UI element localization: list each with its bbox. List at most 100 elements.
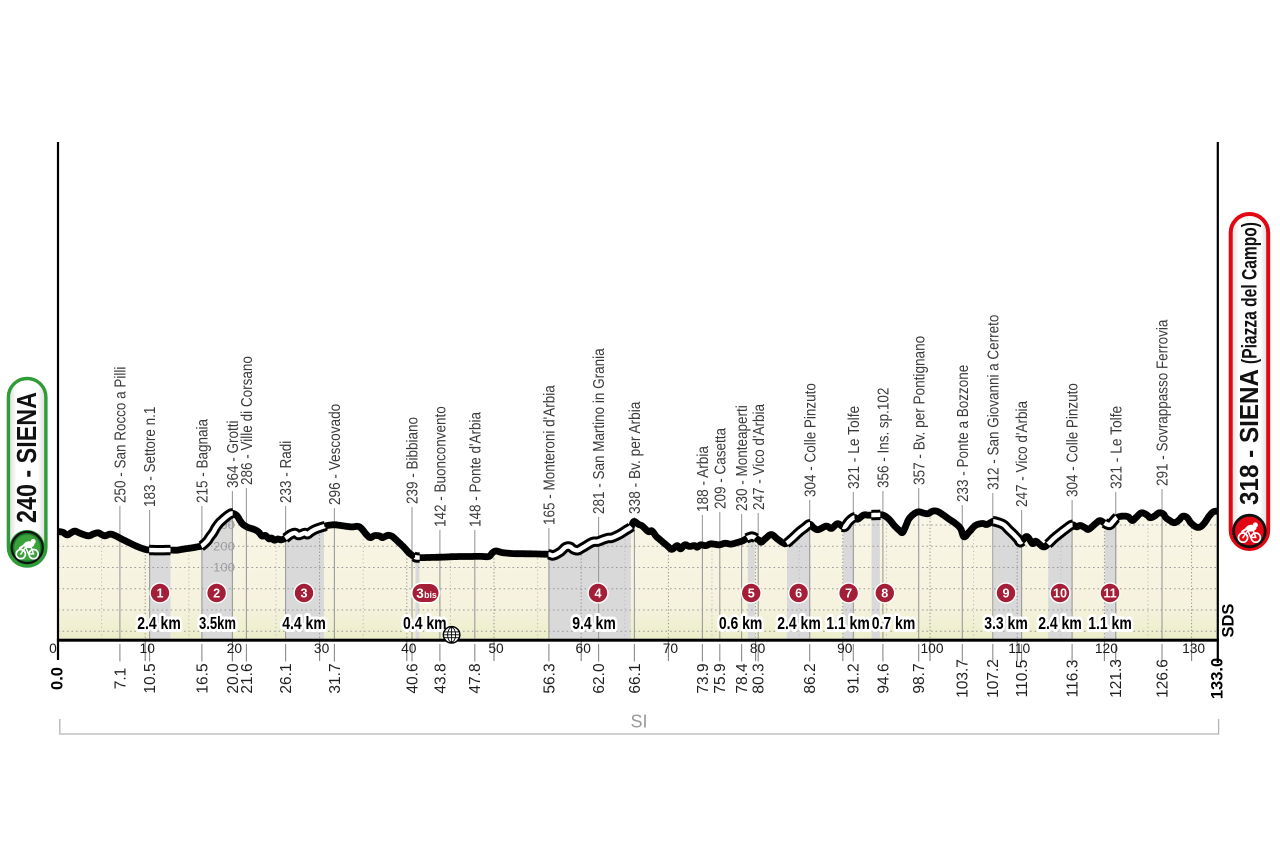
svg-text:247 - Vico d'Arbia: 247 - Vico d'Arbia <box>751 404 768 510</box>
svg-text:98.7: 98.7 <box>911 663 928 693</box>
svg-text:120: 120 <box>1095 641 1118 656</box>
svg-text:30: 30 <box>314 641 330 656</box>
svg-text:9: 9 <box>1002 587 1009 601</box>
svg-text:165 - Monteroni d'Arbia: 165 - Monteroni d'Arbia <box>542 385 559 525</box>
svg-text:304 - Colle Pinzuto: 304 - Colle Pinzuto <box>1065 383 1082 497</box>
svg-text:10.5: 10.5 <box>142 663 159 693</box>
svg-text:1: 1 <box>156 587 163 601</box>
svg-text:130: 130 <box>1182 641 1205 656</box>
svg-text:364 - Grotti: 364 - Grotti <box>225 421 242 489</box>
svg-text:107.2: 107.2 <box>985 659 1002 698</box>
svg-text:10: 10 <box>1053 587 1067 601</box>
svg-text:7: 7 <box>845 587 852 601</box>
svg-text:233 - Radi: 233 - Radi <box>278 441 295 503</box>
svg-text:20.0: 20.0 <box>225 663 242 694</box>
svg-text:356 - Ins. sp.102: 356 - Ins. sp.102 <box>876 388 893 488</box>
svg-text:94.6: 94.6 <box>875 663 892 693</box>
svg-text:86.2: 86.2 <box>802 663 819 693</box>
svg-text:80: 80 <box>750 641 766 656</box>
svg-text:10: 10 <box>140 641 156 656</box>
svg-text:50: 50 <box>488 641 504 656</box>
svg-text:183 - Settore n.1: 183 - Settore n.1 <box>142 407 159 507</box>
svg-text:80.3: 80.3 <box>751 663 768 693</box>
svg-text:318 - SIENA: 318 - SIENA <box>1234 369 1264 505</box>
svg-text:209 - Casetta: 209 - Casetta <box>712 428 729 509</box>
svg-text:3: 3 <box>300 587 307 601</box>
svg-text:2.4 km: 2.4 km <box>137 613 181 633</box>
svg-text:250 - San Rocco a Pilli: 250 - San Rocco a Pilli <box>113 367 130 503</box>
svg-text:200: 200 <box>213 541 235 553</box>
svg-text:142 - Buonconvento: 142 - Buonconvento <box>433 406 450 527</box>
svg-text:SI: SI <box>630 712 647 732</box>
svg-text:133.0: 133.0 <box>1208 658 1226 699</box>
svg-text:110: 110 <box>1008 641 1030 656</box>
svg-text:26.1: 26.1 <box>278 663 295 693</box>
svg-text:230 - Monteaperti: 230 - Monteaperti <box>734 405 751 511</box>
svg-text:291 - Sovrappasso Ferrovia: 291 - Sovrappasso Ferrovia <box>1155 319 1172 486</box>
svg-text:281 - San Martino in Grania: 281 - San Martino in Grania <box>591 348 608 514</box>
svg-text:100: 100 <box>213 563 235 575</box>
svg-text:9.4 km: 9.4 km <box>572 613 616 633</box>
svg-text:bis: bis <box>424 590 437 600</box>
svg-text:60: 60 <box>576 641 592 656</box>
svg-text:6: 6 <box>795 587 802 601</box>
svg-text:0.6 km: 0.6 km <box>719 613 763 633</box>
svg-text:62.0: 62.0 <box>591 663 608 694</box>
svg-text:SDS: SDS <box>1220 604 1238 638</box>
svg-text:91.2: 91.2 <box>846 663 863 693</box>
svg-text:7.1: 7.1 <box>112 668 129 690</box>
svg-text:8: 8 <box>881 587 888 601</box>
svg-text:188 - Arbia: 188 - Arbia <box>695 446 712 512</box>
svg-text:215 - Bagnaia: 215 - Bagnaia <box>195 419 212 503</box>
svg-text:103.7: 103.7 <box>955 659 972 698</box>
svg-text:40.6: 40.6 <box>404 663 421 693</box>
svg-text:321 - Le Tolfe: 321 - Le Tolfe <box>1108 406 1125 489</box>
svg-text:304 - Colle Pinzuto: 304 - Colle Pinzuto <box>802 383 819 497</box>
svg-text:3: 3 <box>416 586 424 601</box>
svg-text:233 - Ponte a Bozzone: 233 - Ponte a Bozzone <box>955 365 972 502</box>
svg-text:70: 70 <box>663 641 679 656</box>
svg-text:247 - Vico d'Arbia: 247 - Vico d'Arbia <box>1014 401 1031 507</box>
svg-text:121.3: 121.3 <box>1108 659 1125 698</box>
svg-text:110.5: 110.5 <box>1014 660 1031 698</box>
svg-text:75.9: 75.9 <box>712 663 729 693</box>
svg-text:338 - Bv. per Arbia: 338 - Bv. per Arbia <box>627 401 644 514</box>
svg-text:296 - Vescovado: 296 - Vescovado <box>327 404 344 505</box>
svg-text:0: 0 <box>49 641 57 656</box>
svg-text:148 - Ponte d'Arbia: 148 - Ponte d'Arbia <box>467 412 484 527</box>
svg-text:116.3: 116.3 <box>1065 660 1082 698</box>
svg-text:20: 20 <box>227 641 243 656</box>
svg-text:126.6: 126.6 <box>1154 659 1171 698</box>
svg-text:66.1: 66.1 <box>627 663 644 693</box>
svg-text:0.0: 0.0 <box>49 667 67 690</box>
svg-text:240 - SIENA: 240 - SIENA <box>11 392 42 523</box>
svg-text:0.7 km: 0.7 km <box>872 613 916 633</box>
svg-text:47.8: 47.8 <box>467 663 484 693</box>
svg-text:3.5km: 3.5km <box>199 613 236 633</box>
svg-text:2.4 km: 2.4 km <box>777 613 821 633</box>
svg-text:11: 11 <box>1103 587 1116 601</box>
svg-text:3.3 km: 3.3 km <box>984 613 1028 633</box>
svg-text:2.4 km: 2.4 km <box>1038 613 1082 633</box>
svg-text:239 - Bibbiano: 239 - Bibbiano <box>405 417 422 504</box>
svg-text:312 - San Giovanni a Cerreto: 312 - San Giovanni a Cerreto <box>985 315 1002 490</box>
svg-text:56.3: 56.3 <box>541 663 558 693</box>
svg-text:286 - Ville di Corsano: 286 - Ville di Corsano <box>239 356 256 485</box>
svg-text:2: 2 <box>213 587 220 601</box>
svg-text:31.7: 31.7 <box>327 663 344 693</box>
svg-text:(Piazza del Campo): (Piazza del Campo) <box>1237 222 1261 364</box>
svg-text:1.1 km: 1.1 km <box>1088 613 1132 633</box>
svg-text:16.5: 16.5 <box>194 663 211 693</box>
svg-text:321 - Le Tolfe: 321 - Le Tolfe <box>846 406 863 489</box>
svg-text:78.4: 78.4 <box>734 663 751 694</box>
svg-text:100: 100 <box>920 641 943 656</box>
svg-text:90: 90 <box>837 641 853 656</box>
svg-text:4: 4 <box>594 587 601 601</box>
svg-text:357 - Bv. per Pontignano: 357 - Bv. per Pontignano <box>911 336 928 485</box>
svg-text:21.6: 21.6 <box>239 663 256 693</box>
svg-text:73.9: 73.9 <box>695 663 712 693</box>
svg-text:0.4 km: 0.4 km <box>403 613 447 633</box>
svg-text:40: 40 <box>401 641 417 656</box>
svg-text:4.4 km: 4.4 km <box>282 613 326 633</box>
svg-text:5: 5 <box>748 587 755 601</box>
